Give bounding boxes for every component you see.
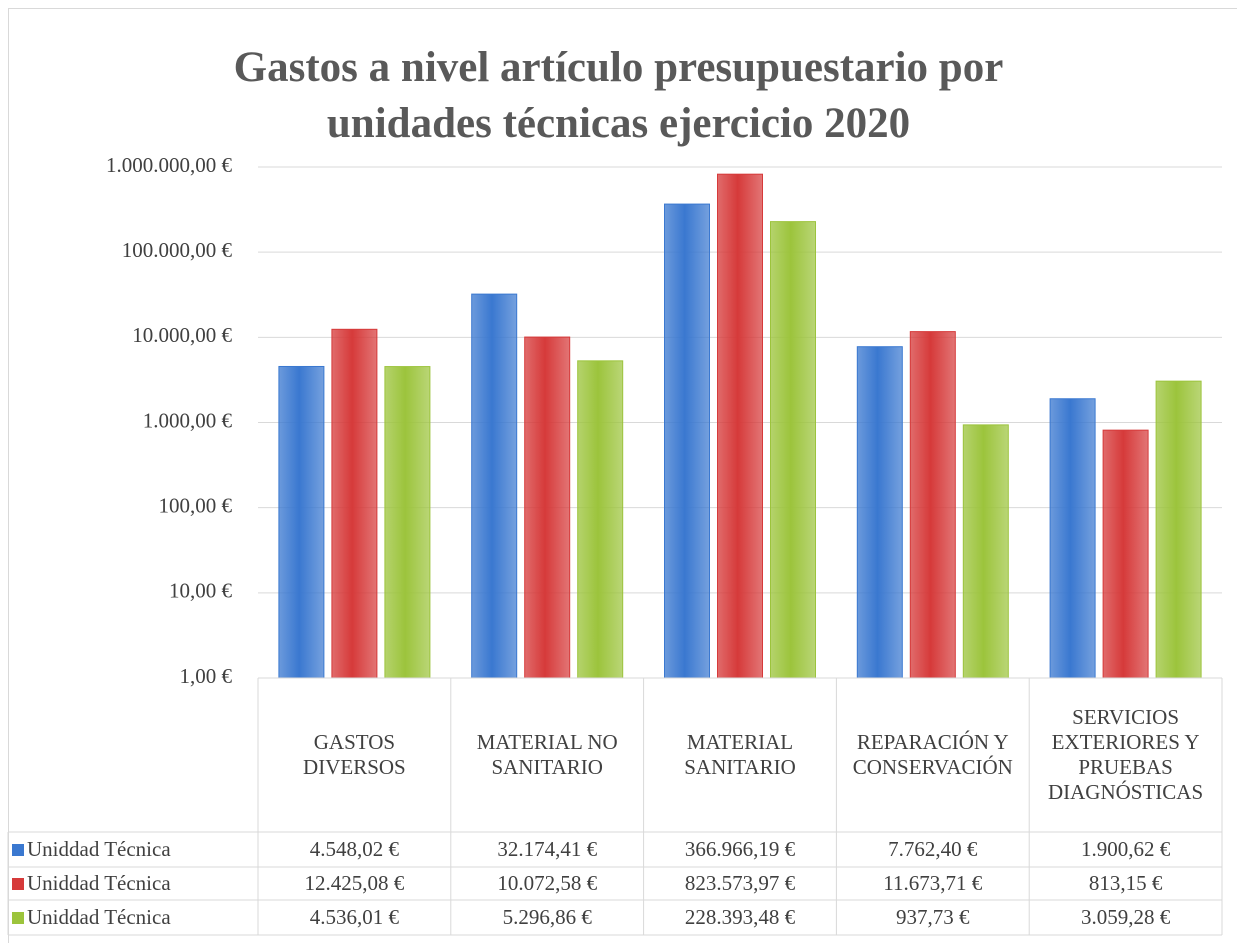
- table-value-text: 5.296,86 €: [502, 904, 592, 929]
- table-value: 5.296,86 €: [451, 900, 644, 935]
- table-value: 366.966,19 €: [644, 832, 837, 867]
- bar: [524, 336, 571, 679]
- category-label-text: SERVICIOS EXTERIORES Y PRUEBAS DIAGNÓSTI…: [1047, 704, 1204, 805]
- table-value: 937,73 €: [836, 900, 1029, 935]
- legend-entry: Uniddad Técnica: [8, 832, 258, 867]
- table-value: 3.059,28 €: [1029, 900, 1222, 935]
- bar: [962, 424, 1009, 679]
- table-value-text: 823.573,97 €: [684, 870, 796, 895]
- table-value: 7.762,40 €: [836, 832, 1029, 867]
- table-value: 4.536,01 €: [258, 900, 451, 935]
- legend-swatch: [12, 843, 24, 856]
- table-value-text: 937,73 €: [896, 904, 970, 929]
- y-tick-label: 100.000,00 €: [122, 238, 233, 262]
- table-value-text: 11.673,71 €: [883, 870, 983, 895]
- legend-label: Uniddad Técnica: [27, 836, 171, 861]
- legend-entry: Uniddad Técnica: [8, 867, 258, 900]
- table-value-text: 4.548,02 €: [309, 836, 400, 861]
- legend-entry: Uniddad Técnica: [8, 900, 258, 935]
- bar: [1102, 429, 1149, 679]
- chart-title: Gastos a nivel artículo presupuestario p…: [233, 44, 1004, 147]
- legend-swatch: [12, 911, 24, 924]
- bar: [664, 203, 710, 679]
- bar: [717, 173, 763, 679]
- category-label-text: GASTOS DIVERSOS: [303, 729, 406, 779]
- table-value: 11.673,71 €: [836, 867, 1029, 900]
- category-label-text: MATERIAL NO SANITARIO: [476, 729, 618, 779]
- y-tick-label: 1,00 €: [180, 664, 233, 688]
- table-value: 228.393,48 €: [644, 900, 837, 935]
- category-label: SERVICIOS EXTERIORES Y PRUEBAS DIAGNÓSTI…: [1029, 678, 1222, 832]
- table-value-text: 1.900,62 €: [1080, 836, 1171, 861]
- y-tick-label: 1.000,00 €: [143, 408, 233, 432]
- table-value: 10.072,58 €: [451, 867, 644, 900]
- category-label-text: REPARACIÓN Y CONSERVACIÓN: [852, 729, 1013, 779]
- table-value: 4.548,02 €: [258, 832, 451, 867]
- bar: [909, 331, 956, 679]
- table-value: 12.425,08 €: [258, 867, 451, 900]
- table-value: 1.900,62 €: [1029, 832, 1222, 867]
- bar: [384, 366, 431, 679]
- y-tick-label: 10.000,00 €: [132, 323, 232, 347]
- table-value-text: 10.072,58 €: [497, 870, 598, 895]
- legend-label: Uniddad Técnica: [27, 870, 171, 895]
- table-value-text: 3.059,28 €: [1080, 904, 1171, 929]
- category-label: GASTOS DIVERSOS: [258, 678, 451, 832]
- table-value-text: 12.425,08 €: [304, 870, 405, 895]
- bar: [1155, 380, 1202, 679]
- bar: [471, 293, 518, 679]
- table-value-text: 228.393,48 €: [684, 904, 796, 929]
- bar: [856, 346, 903, 679]
- y-tick-label: 1.000.000,00 €: [106, 153, 233, 177]
- bar: [770, 221, 816, 679]
- category-label-text: MATERIAL SANITARIO: [684, 729, 796, 779]
- table-value-text: 32.174,41 €: [497, 836, 598, 861]
- category-label: MATERIAL NO SANITARIO: [451, 678, 644, 832]
- category-label: REPARACIÓN Y CONSERVACIÓN: [836, 678, 1029, 832]
- bar: [278, 365, 325, 679]
- table-value-text: 4.536,01 €: [309, 904, 400, 929]
- legend-label: Uniddad Técnica: [27, 904, 171, 929]
- table-value-text: 813,15 €: [1088, 870, 1163, 895]
- table-value-text: 7.762,40 €: [888, 836, 978, 861]
- table-value: 32.174,41 €: [451, 832, 644, 867]
- legend-swatch: [12, 877, 24, 890]
- bar: [577, 360, 624, 679]
- table-value-text: 366.966,19 €: [684, 836, 796, 861]
- bar: [1049, 398, 1096, 679]
- y-tick-label: 10,00 €: [169, 579, 233, 603]
- table-value: 823.573,97 €: [644, 867, 837, 900]
- category-label: MATERIAL SANITARIO: [644, 678, 837, 832]
- chart-border: [8, 8, 1237, 943]
- bar: [331, 328, 378, 679]
- table-value: 813,15 €: [1029, 867, 1222, 900]
- y-tick-label: 100,00 €: [159, 493, 233, 517]
